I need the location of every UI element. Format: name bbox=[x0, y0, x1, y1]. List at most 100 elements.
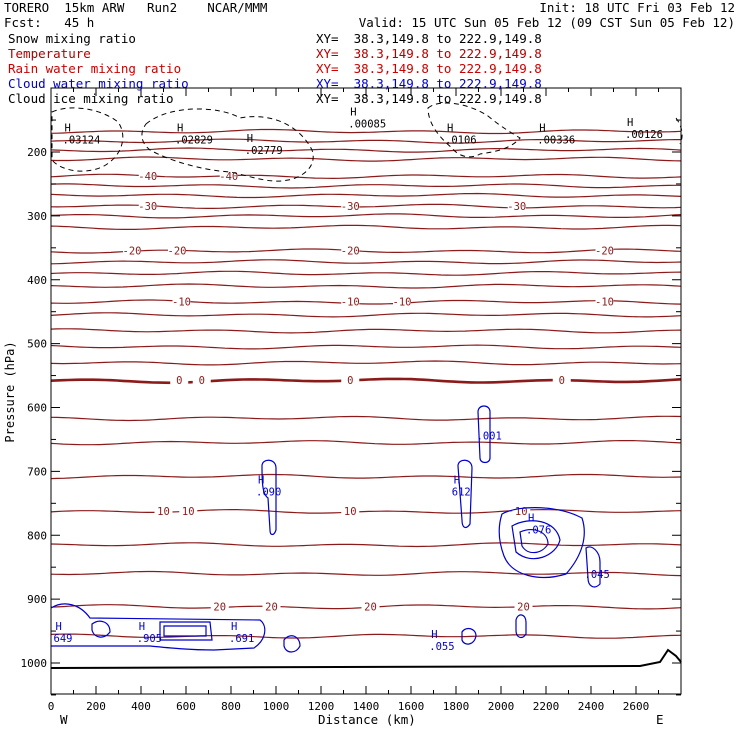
maximum-value-label: .00126 bbox=[625, 129, 663, 141]
maximum-marker: H bbox=[528, 512, 534, 524]
maximum-marker: H bbox=[454, 475, 460, 487]
isotherm bbox=[50, 192, 682, 199]
maximum-marker: H bbox=[539, 123, 545, 135]
isotherm bbox=[50, 224, 682, 230]
maximum-value-label: 612 bbox=[452, 487, 471, 499]
header-valid-time: Valid: 15 UTC Sun 05 Feb 12 (09 CST Sun … bbox=[358, 15, 735, 30]
isotherm bbox=[50, 344, 682, 350]
isotherm bbox=[50, 183, 681, 189]
isotherm-label: -20 bbox=[168, 246, 187, 258]
isotherm-label: 20 bbox=[364, 601, 377, 613]
x-axis-label: Distance (km) bbox=[318, 712, 416, 727]
isotherm bbox=[50, 156, 682, 162]
isotherm bbox=[50, 213, 682, 219]
maximum-value-label: .00336 bbox=[537, 135, 575, 147]
y-tick-label: 800 bbox=[27, 529, 47, 542]
isotherm-label-bg bbox=[168, 245, 186, 257]
maximum-value-label: .02829 bbox=[175, 135, 213, 147]
isotherm-label: -30 bbox=[507, 201, 526, 213]
isotherm-label-bg bbox=[210, 600, 229, 612]
isotherm bbox=[50, 248, 682, 254]
isotherm-label-bg bbox=[341, 505, 360, 517]
cloud-contour bbox=[283, 635, 301, 653]
maximum-marker: H bbox=[350, 107, 356, 119]
isotherm bbox=[50, 360, 682, 366]
maximum-value-label: .03124 bbox=[63, 135, 101, 147]
legend-cloud-ice-xy: XY= 38.3,149.8 to 222.9,149.8 bbox=[316, 91, 542, 106]
x-tick-label: 2200 bbox=[533, 700, 560, 713]
isotherm-label-bg bbox=[123, 245, 141, 257]
isotherm-label: 0 bbox=[559, 375, 565, 387]
maximum-value-label: 649 bbox=[54, 633, 73, 645]
isotherm-label-bg bbox=[138, 170, 157, 182]
isotherm bbox=[50, 570, 682, 577]
snow-contour bbox=[141, 108, 314, 182]
maximum-value-label: .076 bbox=[526, 524, 551, 536]
isotherm bbox=[50, 542, 682, 548]
cloud-contour bbox=[261, 459, 277, 536]
isotherm-label: -10 bbox=[341, 297, 360, 309]
isotherm bbox=[50, 147, 682, 153]
isotherm-label: -10 bbox=[172, 297, 191, 309]
isotherm-label-bg bbox=[172, 296, 191, 308]
x-tick-label: 600 bbox=[176, 700, 196, 713]
isotherm-label: 10 bbox=[182, 506, 195, 518]
x-tick-label: 2400 bbox=[578, 700, 605, 713]
isotherm bbox=[50, 128, 682, 135]
maximum-marker: H bbox=[247, 133, 253, 145]
isotherm-label-bg bbox=[341, 374, 360, 386]
isotherm-label: 10 bbox=[157, 506, 170, 518]
isotherm-label-bg bbox=[179, 505, 198, 517]
legend-rain: Rain water mixing ratio bbox=[8, 61, 182, 76]
maximum-value-label: .045 bbox=[585, 569, 610, 581]
isotherm bbox=[50, 508, 682, 514]
isotherm-label: -30 bbox=[138, 201, 157, 213]
maximum-marker: H bbox=[65, 123, 71, 135]
y-axis-label: Pressure (hPa) bbox=[3, 341, 17, 442]
isotherm-label: 0 bbox=[199, 375, 205, 387]
maximum-marker: H bbox=[447, 123, 453, 135]
isotherm bbox=[50, 377, 682, 385]
y-tick-label: 200 bbox=[27, 146, 47, 159]
x-tick-label: 1400 bbox=[353, 700, 380, 713]
isotherm-label-bg bbox=[552, 374, 571, 386]
cloud-contour bbox=[457, 459, 473, 529]
maximum-value-label: .055 bbox=[429, 641, 454, 653]
isotherm-label-bg bbox=[507, 200, 526, 212]
y-tick-label: 700 bbox=[27, 465, 47, 478]
legend-snow-xy: XY= 38.3,149.8 to 222.9,149.8 bbox=[316, 31, 542, 46]
isotherm bbox=[50, 440, 682, 446]
legend-cloud-water: Cloud water mixing ratio bbox=[8, 76, 189, 91]
x-tick-label: 1600 bbox=[398, 700, 425, 713]
isotherm-label-bg bbox=[595, 245, 614, 257]
cloud-water-contours bbox=[50, 405, 601, 653]
y-tick-label: 1000 bbox=[21, 657, 48, 670]
isotherm-label: -40 bbox=[138, 171, 157, 183]
legend-rain-xy: XY= 38.3,149.8 to 222.9,149.8 bbox=[316, 61, 542, 76]
maximum-value-label: .090 bbox=[256, 487, 281, 499]
maximum-marker: H bbox=[139, 621, 145, 633]
isotherm bbox=[50, 415, 682, 422]
maximum-value-label: .905 bbox=[137, 633, 162, 645]
legend-cloud-water-xy: XY= 38.3,149.8 to 222.9,149.8 bbox=[316, 76, 542, 91]
legend-cloud-ice: Cloud ice mixing ratio bbox=[8, 91, 174, 106]
cloud-contour bbox=[498, 507, 585, 578]
terrain-line bbox=[50, 648, 682, 669]
isotherm-label-bg bbox=[361, 600, 380, 612]
isotherm bbox=[50, 283, 682, 289]
isotherm-label-bg bbox=[595, 296, 614, 308]
isotherm bbox=[50, 312, 682, 318]
isotherm bbox=[50, 328, 682, 334]
cloud-contour bbox=[91, 620, 111, 638]
isotherm bbox=[50, 299, 682, 305]
isotherm-label-bg bbox=[512, 505, 531, 517]
maximum-value-label: .001 bbox=[477, 430, 502, 442]
isotherm-label: 0 bbox=[176, 375, 182, 387]
legend-snow: Snow mixing ratio bbox=[8, 31, 136, 46]
isotherm bbox=[50, 138, 681, 144]
isotherm-label: 10 bbox=[344, 506, 357, 518]
x-tick-label: 400 bbox=[131, 700, 151, 713]
cloud-contour bbox=[50, 603, 266, 651]
